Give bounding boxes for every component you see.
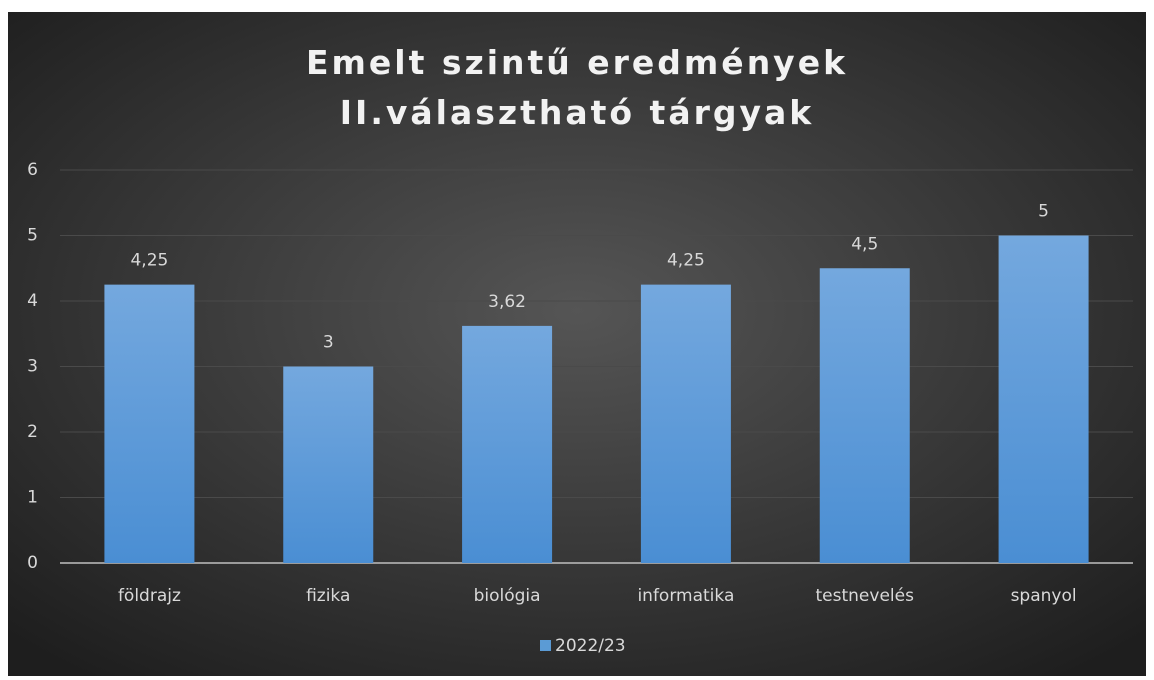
bar [640, 284, 731, 563]
data-label: 3 [323, 333, 334, 353]
bar [998, 235, 1089, 563]
x-tick-label: földrajz [118, 586, 181, 606]
y-tick-label: 0 [27, 553, 38, 573]
chart-title: Emelt szintű eredmények II.választható t… [305, 43, 849, 132]
data-label: 4,25 [130, 251, 168, 271]
bar [462, 325, 553, 563]
x-tick-label: testnevelés [816, 586, 915, 606]
y-tick-label: 6 [27, 160, 38, 180]
data-label: 3,62 [488, 292, 526, 312]
data-label: 4,5 [851, 234, 878, 254]
data-label: 5 [1038, 202, 1049, 222]
bar [819, 268, 910, 563]
legend-label: 2022/23 [555, 636, 626, 656]
legend-swatch [540, 640, 551, 651]
x-tick-label: spanyol [1011, 586, 1077, 606]
x-tick-label: biológia [474, 586, 541, 606]
y-tick-label: 1 [27, 488, 38, 508]
y-tick-label: 5 [27, 226, 38, 246]
x-tick-label: fizika [306, 586, 350, 606]
y-tick-label: 4 [27, 291, 38, 311]
y-tick-label: 2 [27, 422, 38, 442]
data-label: 4,25 [667, 251, 705, 271]
x-tick-label: informatika [637, 586, 734, 606]
bar [283, 366, 374, 563]
bar [104, 284, 195, 563]
chart-background [8, 12, 1146, 676]
y-tick-label: 3 [27, 357, 38, 377]
